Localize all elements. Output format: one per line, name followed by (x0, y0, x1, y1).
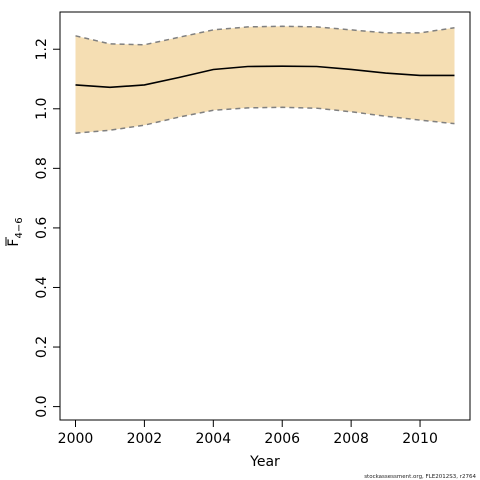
estimate-line (75, 65, 455, 89)
x-axis: 2000 2002 2004 2006 2008 2010 (58, 419, 438, 447)
y-tick-label: 1.2 (34, 38, 50, 60)
y-tick-label: 0.0 (34, 395, 50, 417)
series-layer (75, 25, 455, 134)
y-tick-label: 0.4 (34, 276, 50, 298)
y-tick-label: 0.8 (34, 157, 50, 179)
footer-credit: stockassessment.org, FLE2012S3, r2764 (364, 474, 476, 480)
y-axis-title-base: F (6, 239, 22, 247)
y-tick-label: 1.0 (34, 98, 50, 120)
svg-text:F4−6: F4−6 (6, 217, 25, 246)
y-axis: 0.0 0.2 0.4 0.6 0.8 1.0 1.2 (34, 38, 61, 418)
x-axis-title: Year (249, 454, 280, 470)
x-tick-label: 2008 (333, 431, 369, 447)
y-tick-label: 0.2 (34, 336, 50, 358)
y-tick-label: 0.6 (34, 217, 50, 239)
x-tick-label: 2004 (195, 431, 231, 447)
x-tick-label: 2000 (58, 431, 94, 447)
confidence-band (75, 26, 455, 134)
x-tick-label: 2002 (127, 431, 163, 447)
x-tick-label: 2010 (402, 431, 438, 447)
confidence-band-layer (75, 26, 455, 134)
lower-bound-line (75, 106, 455, 134)
x-tick-label: 2006 (264, 431, 300, 447)
y-axis-title-subscript: 4−6 (14, 217, 25, 238)
y-axis-title: F4−6 (5, 217, 25, 247)
upper-bound-line (75, 25, 455, 46)
